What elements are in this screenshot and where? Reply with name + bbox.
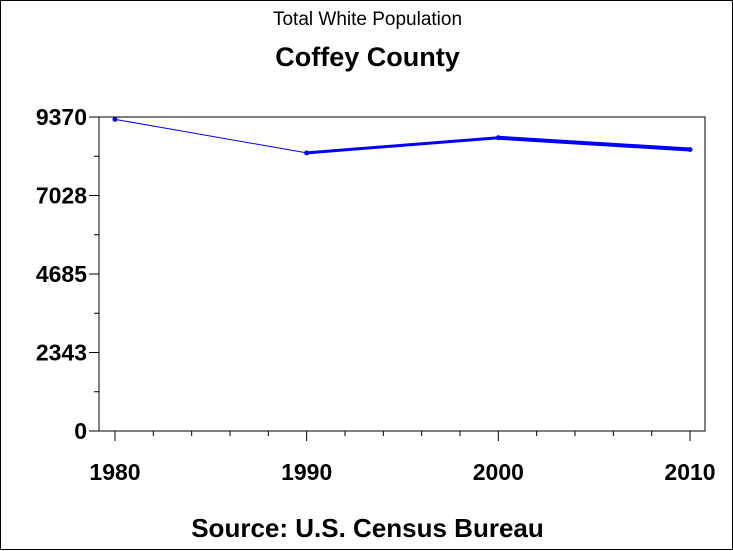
y-tick-label: 0: [74, 418, 87, 444]
series-line-segment: [305, 136, 500, 155]
chart-source: Source: U.S. Census Bureau: [191, 513, 544, 543]
chart-title: Total White Population: [272, 9, 463, 30]
y-tick-label: 7028: [36, 182, 87, 208]
y-tick-label: 4685: [36, 261, 87, 287]
y-tick-label: 2343: [36, 339, 87, 365]
series-line-segment: [496, 135, 692, 152]
data-point: [112, 116, 118, 122]
data-point: [687, 147, 693, 153]
series-line-segment: [114, 118, 308, 154]
x-tick-label: 2000: [473, 459, 524, 485]
chart-subtitle: Coffey County: [275, 42, 460, 72]
x-tick-label: 1990: [281, 459, 332, 485]
data-point: [495, 135, 501, 141]
x-tick-label: 1980: [89, 459, 140, 485]
x-tick-label: 2010: [664, 459, 715, 485]
plot-area: [98, 116, 706, 432]
data-point: [304, 150, 310, 156]
y-tick-label: 9370: [36, 104, 87, 130]
